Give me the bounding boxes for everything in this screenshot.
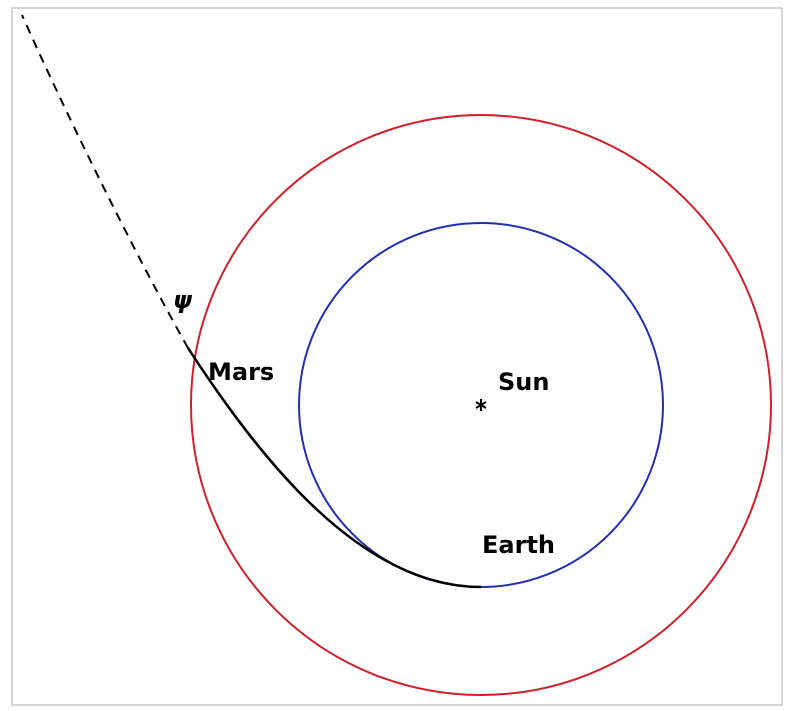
earth-label: Earth: [482, 531, 555, 559]
escape-trajectory: [21, 14, 189, 349]
angle-label: ψ: [173, 286, 193, 314]
transfer-trajectory: [186, 347, 482, 589]
mars-orbit: [190, 114, 772, 696]
sun-marker: [475, 399, 487, 411]
frame: [11, 7, 783, 706]
sun-label: Sun: [498, 368, 549, 396]
mars-label: Mars: [208, 358, 274, 386]
